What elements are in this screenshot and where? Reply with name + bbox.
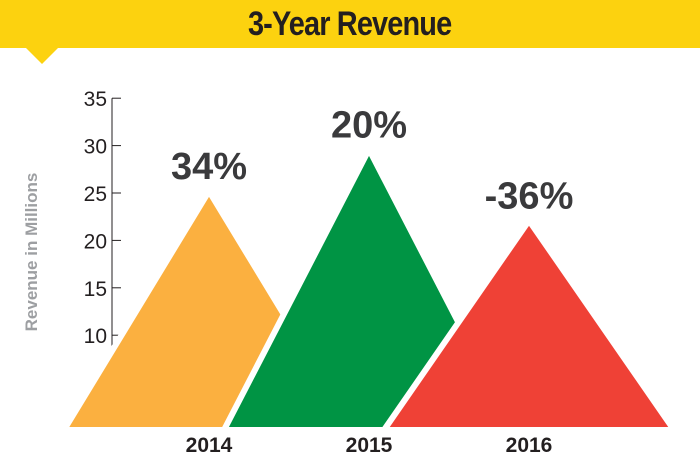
x-axis: 2014 2015 2016 (186, 434, 553, 457)
y-tick-label: 10 (84, 325, 107, 348)
x-tick-label-2015: 2015 (346, 434, 393, 457)
peak-2016 (378, 215, 680, 433)
banner-pointer (26, 48, 58, 64)
title-banner: 3-Year Revenue (0, 0, 700, 48)
y-tick-label: 30 (84, 136, 107, 159)
data-labels: 34% 20% -36% (171, 104, 573, 217)
change-label-2015: 20% (331, 104, 407, 146)
y-tick-label: 35 (84, 88, 107, 111)
x-tick-label-2014: 2014 (186, 434, 233, 457)
change-label-2016: -36% (485, 175, 574, 217)
series-peaks (58, 142, 680, 433)
y-tick-label: 20 (84, 230, 107, 253)
y-tick-label: 25 (84, 183, 107, 206)
y-tick-label: 15 (84, 278, 107, 301)
change-label-2014: 34% (171, 146, 247, 188)
chart-title: 3-Year Revenue (248, 4, 452, 43)
x-tick-label-2016: 2016 (506, 434, 553, 457)
